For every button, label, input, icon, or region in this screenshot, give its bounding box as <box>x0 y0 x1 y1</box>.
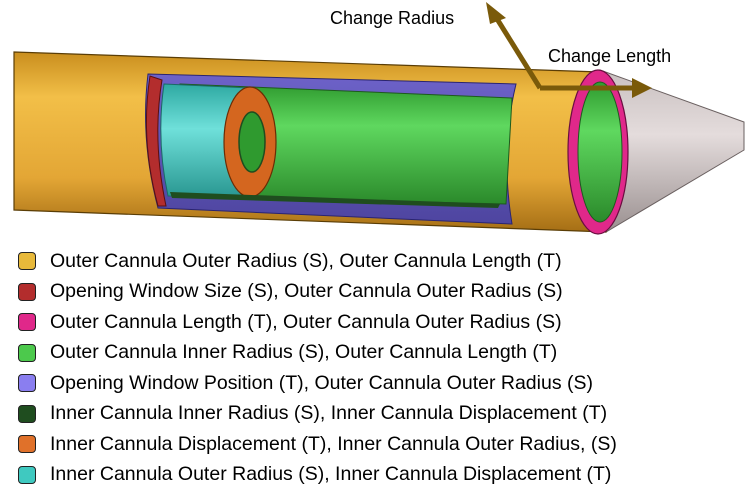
window-edge <box>145 75 167 207</box>
legend-swatch <box>18 343 36 362</box>
legend-swatch <box>18 313 36 332</box>
inner-cannula-inner-surface <box>170 192 500 208</box>
legend-swatch <box>18 374 36 393</box>
outer-cannula-end-lumen <box>577 81 623 223</box>
legend-item: Opening Window Position (T), Outer Cannu… <box>18 368 617 399</box>
change-length-arrow <box>540 78 652 98</box>
legend-label: Inner Cannula Outer Radius (S), Inner Ca… <box>50 463 612 486</box>
change-radius-arrow <box>486 2 543 90</box>
legend-item: Opening Window Size (S), Outer Cannula O… <box>18 277 617 308</box>
legend-item: Inner Cannula Outer Radius (S), Inner Ca… <box>18 460 617 491</box>
legend-swatch <box>18 252 36 271</box>
legend-swatch <box>18 404 36 423</box>
legend-label: Outer Cannula Length (T), Outer Cannula … <box>50 310 562 333</box>
legend-item: Inner Cannula Displacement (T), Inner Ca… <box>18 429 617 460</box>
legend-label: Opening Window Position (T), Outer Cannu… <box>50 371 593 394</box>
legend-item: Inner Cannula Inner Radius (S), Inner Ca… <box>18 399 617 430</box>
legend-item: Outer Cannula Length (T), Outer Cannula … <box>18 307 617 338</box>
legend: Outer Cannula Outer Radius (S), Outer Ca… <box>18 246 617 490</box>
legend-label: Inner Cannula Inner Radius (S), Inner Ca… <box>50 402 608 425</box>
cannula-3d-diagram <box>13 2 745 235</box>
change-length-label: Change Length <box>548 46 672 66</box>
inner-cannula-lumen <box>238 111 266 173</box>
legend-label: Outer Cannula Inner Radius (S), Outer Ca… <box>50 341 558 364</box>
legend-label: Outer Cannula Outer Radius (S), Outer Ca… <box>50 249 562 272</box>
change-radius-label: Change Radius <box>330 8 455 28</box>
legend-label: Inner Cannula Displacement (T), Inner Ca… <box>50 432 617 455</box>
legend-swatch <box>18 435 36 454</box>
legend-label: Opening Window Size (S), Outer Cannula O… <box>50 280 563 303</box>
legend-swatch <box>18 282 36 301</box>
legend-swatch <box>18 465 36 484</box>
legend-item: Outer Cannula Inner Radius (S), Outer Ca… <box>18 338 617 369</box>
legend-item: Outer Cannula Outer Radius (S), Outer Ca… <box>18 246 617 277</box>
